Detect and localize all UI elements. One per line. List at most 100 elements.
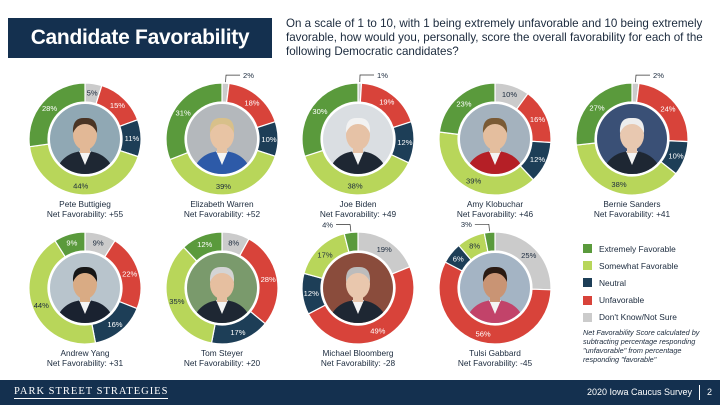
candidate-name: Tulsi Gabbard — [469, 348, 521, 358]
donut-segment — [438, 261, 552, 345]
data-label: 44% — [73, 182, 88, 191]
data-label: 12% — [304, 289, 319, 298]
legend-label: Unfavorable — [599, 295, 645, 306]
photo-pete-buttigieg — [50, 104, 120, 174]
net-favorability: Net Favorability: +46 — [457, 209, 534, 219]
data-label: 10% — [668, 151, 683, 160]
legend-swatch — [583, 261, 592, 271]
data-label: 2% — [653, 71, 664, 80]
data-label: 18% — [244, 99, 259, 108]
data-label: 19% — [377, 245, 392, 254]
data-label: 4% — [322, 220, 333, 229]
data-label: 38% — [347, 182, 362, 191]
data-label: 1% — [377, 71, 388, 80]
data-label: 49% — [370, 326, 385, 335]
net-favorability: Net Favorability: +49 — [320, 209, 397, 219]
legend-label: Somewhat Favorable — [599, 260, 679, 271]
legend-label: Don't Know/Not Sure — [599, 312, 677, 323]
legend-label: Neutral — [599, 277, 626, 288]
candidate-name: Bernie Sanders — [603, 199, 660, 209]
footer-brand-logo: PARK STREET STRATEGIES — [14, 386, 169, 399]
photo-amy-klobuchar — [460, 104, 530, 174]
callout-line — [336, 224, 352, 232]
photo-joe-biden — [323, 104, 393, 174]
data-label: 31% — [176, 108, 191, 117]
legend-swatch — [583, 244, 592, 254]
data-label: 16% — [107, 320, 122, 329]
photo-michael-bloomberg — [323, 253, 393, 323]
data-label: 35% — [169, 297, 184, 306]
page-number: 2 — [706, 387, 712, 397]
data-label: 56% — [475, 329, 490, 338]
donut-segment — [165, 82, 223, 161]
legend-item: Somewhat Favorable — [583, 257, 718, 274]
data-label: 23% — [456, 100, 471, 109]
donut-segment — [182, 231, 223, 262]
donut-segment — [343, 231, 359, 253]
data-label: 5% — [87, 88, 98, 97]
data-label: 38% — [611, 180, 626, 189]
chart-legend: Extremely Favorable Somewhat Favorable Neu… — [583, 240, 718, 326]
data-label: 28% — [42, 104, 57, 113]
photo-tom-steyer — [187, 253, 257, 323]
data-label: 2% — [243, 71, 254, 80]
data-label: 6% — [453, 254, 464, 263]
candidate-name: Joe Biden — [340, 199, 377, 209]
photo-elizabeth-warren — [187, 104, 257, 174]
candidate-name: Andrew Yang — [60, 348, 109, 358]
data-label: 22% — [122, 269, 137, 278]
data-label: 17% — [317, 250, 332, 259]
data-label: 28% — [261, 275, 276, 284]
donut-segment — [483, 231, 496, 253]
data-label: 11% — [125, 134, 140, 143]
data-label: 3% — [461, 220, 472, 229]
photo-andrew-yang — [50, 253, 120, 323]
net-favorability-note: Net Favorability Score calculated by sub… — [583, 328, 700, 364]
photo-bernie-sanders — [597, 104, 667, 174]
donut-segment — [28, 143, 139, 196]
net-favorability: Net Favorability: +20 — [184, 358, 261, 368]
photo-tulsi-gabbard — [460, 253, 530, 323]
legend-item: Neutral — [583, 274, 718, 291]
callout-line — [359, 74, 375, 83]
footer-divider — [699, 385, 700, 400]
net-favorability: Net Favorability: +52 — [184, 209, 261, 219]
footer-bar: PARK STREET STRATEGIES 2020 Iowa Caucus … — [0, 380, 720, 405]
data-label: 27% — [589, 103, 604, 112]
data-label: 12% — [530, 155, 545, 164]
data-label: 44% — [34, 301, 49, 310]
data-label: 16% — [530, 115, 545, 124]
legend-item: Extremely Favorable — [583, 240, 718, 257]
data-label: 17% — [230, 328, 245, 337]
data-label: 24% — [660, 105, 675, 114]
legend-swatch — [583, 295, 592, 305]
page-title: Candidate Favorability — [8, 18, 272, 58]
donut-segment — [28, 82, 86, 148]
donut-segment — [54, 231, 86, 258]
legend-item: Unfavorable — [583, 292, 718, 309]
net-favorability: Net Favorability: +41 — [594, 209, 671, 219]
data-label: 9% — [66, 239, 77, 248]
donut-segment — [575, 82, 633, 146]
data-label: 8% — [228, 238, 239, 247]
candidate-name: Elizabeth Warren — [190, 199, 254, 209]
data-label: 15% — [110, 101, 125, 110]
net-favorability: Net Favorability: +31 — [47, 358, 124, 368]
data-label: 19% — [379, 98, 394, 107]
candidate-name: Pete Buttigieg — [59, 199, 111, 209]
data-label: 12% — [397, 138, 412, 147]
data-label: 39% — [466, 177, 481, 186]
legend-swatch — [583, 312, 592, 322]
net-favorability: Net Favorability: -28 — [321, 358, 396, 368]
net-favorability: Net Favorability: +55 — [47, 209, 124, 219]
data-label: 10% — [502, 90, 517, 99]
data-label: 8% — [469, 241, 480, 250]
callout-line — [225, 74, 241, 83]
